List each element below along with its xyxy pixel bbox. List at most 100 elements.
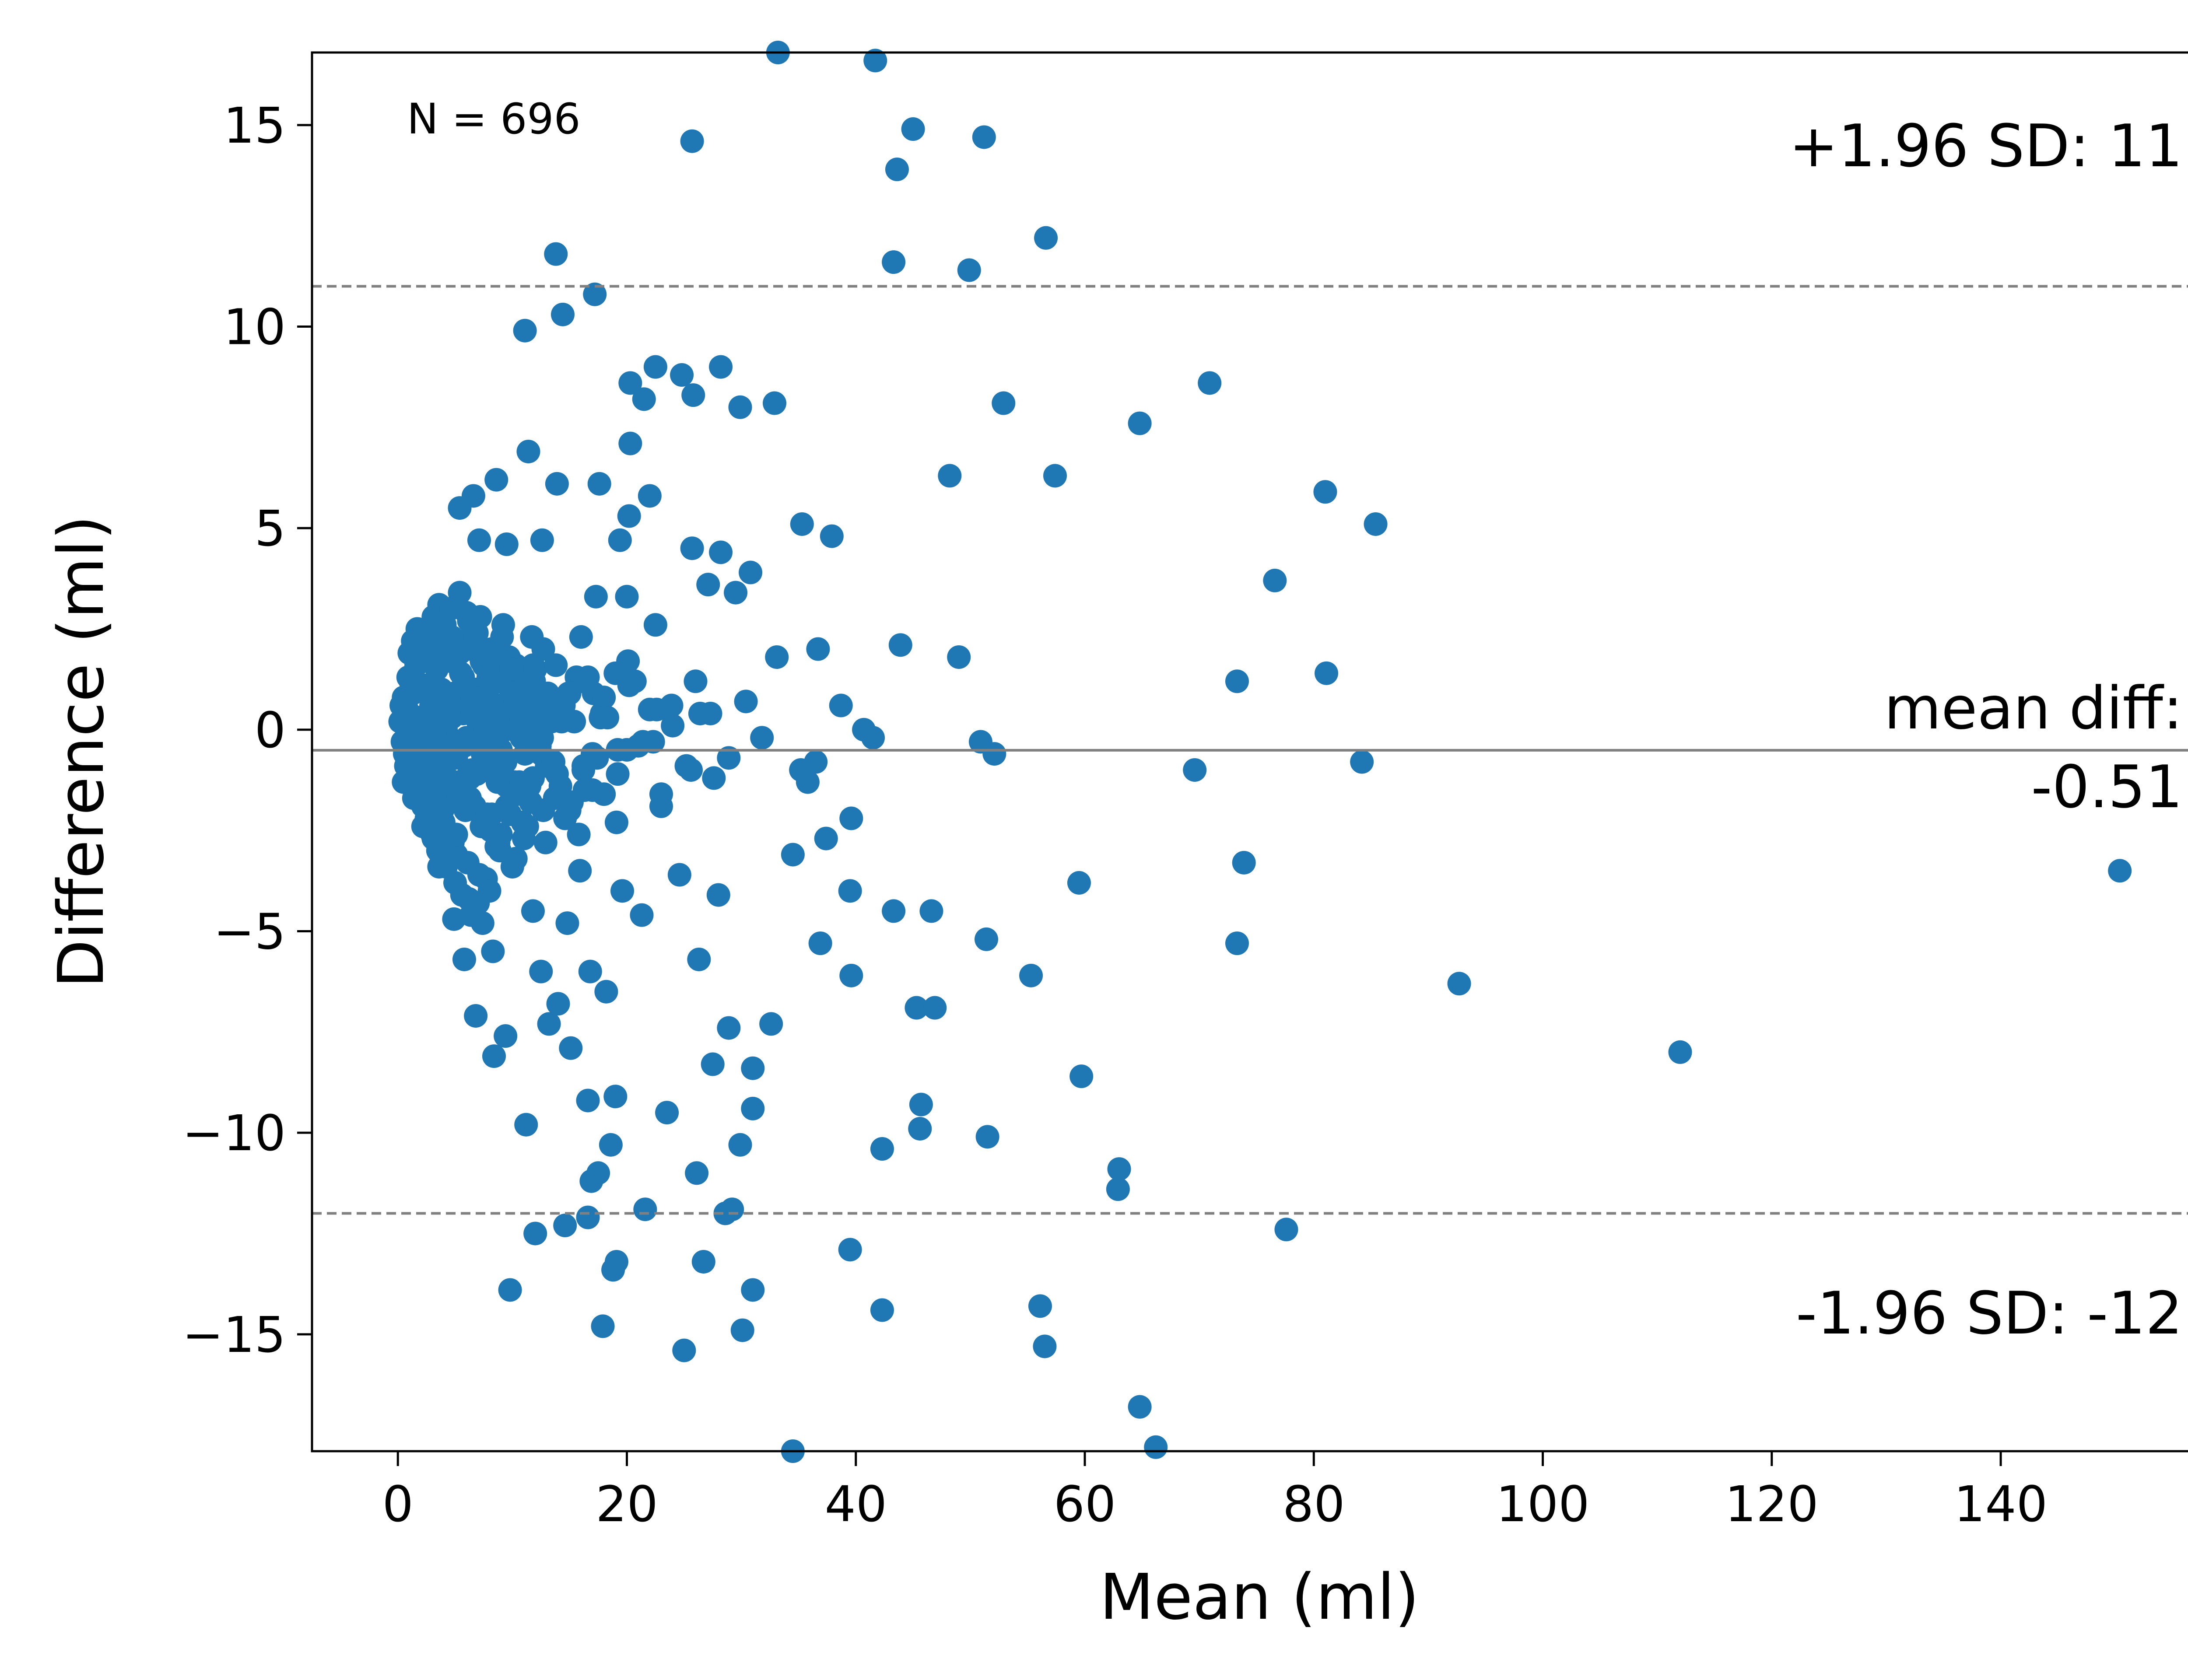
data-point	[861, 726, 885, 750]
data-point	[1263, 568, 1287, 592]
data-point	[728, 395, 752, 419]
data-point	[448, 641, 472, 665]
data-point	[467, 528, 491, 552]
data-point	[885, 158, 909, 182]
x-axis-title: Mean (ml)	[1100, 1560, 1420, 1634]
data-point	[839, 806, 863, 830]
data-point	[728, 1133, 752, 1157]
data-point	[485, 770, 509, 794]
data-point	[1034, 226, 1058, 250]
data-point	[617, 504, 641, 528]
data-point	[521, 899, 545, 923]
data-point	[444, 843, 468, 867]
data-point	[544, 653, 568, 677]
data-point	[411, 794, 435, 818]
y-axis-ticks: −15 −10 −5 0 5 10 15	[182, 98, 312, 1364]
data-point	[586, 1161, 610, 1185]
data-point	[449, 786, 473, 810]
x-tick-label: 120	[1725, 1476, 1819, 1533]
data-point	[972, 125, 996, 149]
data-point	[888, 633, 912, 657]
data-point	[838, 879, 862, 903]
data-point	[698, 701, 722, 725]
data-point	[396, 665, 420, 690]
data-point	[414, 649, 438, 673]
data-point	[616, 649, 640, 673]
data-point	[741, 1096, 765, 1120]
data-point	[701, 1052, 725, 1076]
data-point	[400, 706, 424, 730]
data-point	[806, 637, 830, 661]
data-point	[464, 1004, 488, 1028]
data-point	[527, 710, 551, 734]
data-point	[870, 1137, 894, 1161]
data-point	[555, 911, 579, 935]
data-point	[578, 959, 602, 984]
data-point	[1069, 1064, 1094, 1088]
data-point	[591, 1314, 615, 1338]
data-point	[452, 947, 476, 971]
data-point	[604, 810, 628, 834]
data-point	[630, 903, 654, 927]
data-point	[839, 963, 863, 987]
data-point	[515, 814, 539, 838]
data-point	[513, 318, 537, 343]
data-point	[1067, 871, 1091, 895]
data-point	[557, 681, 581, 705]
data-point	[649, 782, 673, 806]
data-point	[500, 855, 524, 879]
data-point	[473, 718, 497, 742]
data-point	[901, 117, 925, 141]
data-point	[1447, 972, 1471, 996]
data-point	[679, 758, 703, 782]
data-point	[599, 1133, 623, 1157]
data-point	[684, 669, 708, 693]
data-point	[403, 726, 427, 750]
data-point	[1364, 512, 1388, 536]
data-point	[1313, 480, 1337, 504]
data-point	[567, 822, 591, 847]
data-point	[487, 830, 511, 854]
data-point	[587, 472, 611, 496]
data-point	[717, 746, 741, 770]
data-point	[494, 718, 518, 742]
y-tick-label: −10	[182, 1105, 286, 1162]
data-point	[623, 669, 647, 693]
data-point	[491, 613, 515, 637]
data-point	[724, 581, 748, 605]
data-point	[585, 746, 609, 770]
data-point	[551, 302, 575, 326]
data-point	[421, 826, 445, 850]
lower-loa-label: -1.96 SD: -12	[1796, 1279, 2183, 1348]
data-point	[1198, 371, 1222, 395]
data-point	[643, 355, 667, 379]
data-point	[521, 653, 545, 677]
data-point	[498, 1278, 522, 1302]
data-point	[870, 1298, 894, 1322]
data-point	[975, 1125, 999, 1149]
data-point	[713, 1201, 737, 1225]
data-point	[730, 1318, 754, 1342]
data-point	[734, 690, 758, 714]
y-tick-label: 10	[223, 299, 286, 356]
sample-size-label: N = 696	[407, 94, 581, 144]
data-point	[516, 440, 540, 464]
data-point	[457, 762, 481, 786]
data-point	[838, 1238, 862, 1262]
data-point	[576, 1205, 600, 1229]
data-point	[643, 613, 667, 637]
data-point	[425, 758, 449, 782]
data-point	[475, 802, 499, 826]
data-point	[759, 1012, 783, 1036]
data-point	[484, 468, 508, 492]
data-point	[691, 1250, 715, 1274]
data-point	[655, 1101, 679, 1125]
x-tick-label: 0	[382, 1476, 414, 1533]
data-point	[537, 1012, 561, 1036]
data-point	[1350, 750, 1374, 774]
data-point	[494, 750, 518, 774]
data-point	[417, 673, 441, 697]
data-point	[1274, 1218, 1298, 1242]
data-point	[592, 686, 616, 710]
